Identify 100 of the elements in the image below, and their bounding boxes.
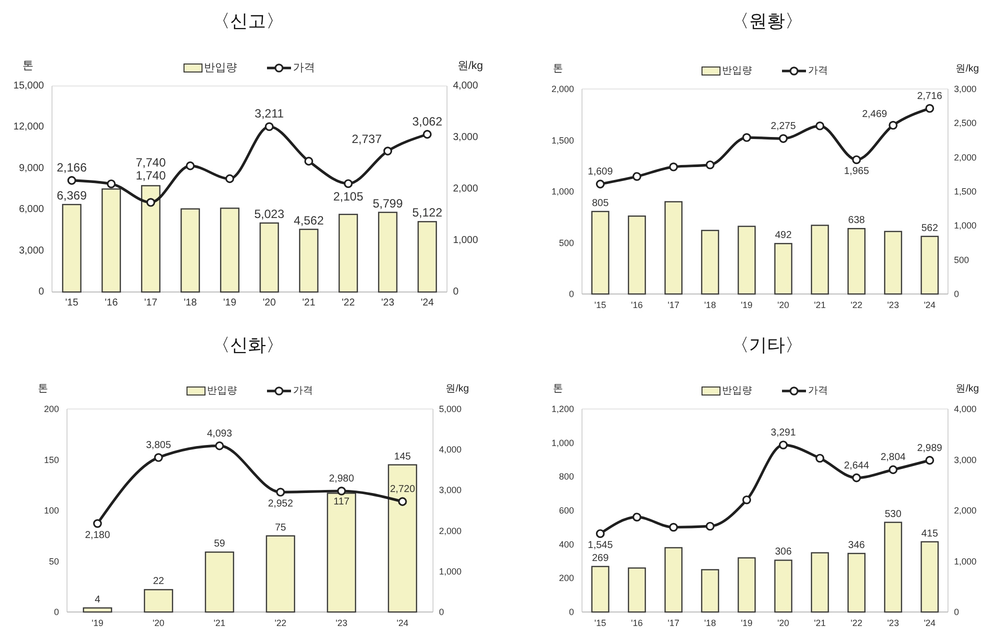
x-tick-label: '19	[740, 618, 753, 628]
data-label: 6,369	[56, 188, 88, 203]
x-tick-label: '17	[668, 300, 680, 310]
y2-tick-label: 3,000	[954, 84, 977, 94]
bar	[266, 535, 296, 613]
data-label: 638	[848, 215, 866, 226]
data-label: 4,562	[294, 213, 324, 228]
data-label: 145	[394, 451, 412, 462]
data-label: 2,720	[390, 484, 416, 496]
data-label: 1,545	[588, 540, 614, 552]
y2-tick-label: 3,000	[439, 485, 462, 496]
y-tick-label: 100	[44, 506, 59, 516]
y-tick-label: 0	[38, 286, 44, 298]
point	[742, 133, 752, 142]
y2-tick-label: 0	[954, 607, 960, 617]
point	[888, 120, 898, 130]
data-label: 22	[152, 576, 164, 588]
x-tick-label: '20	[777, 618, 790, 628]
y2-tick-label: 2,000	[453, 184, 478, 194]
y-tick-label: 800	[558, 472, 574, 482]
y2-tick-label: 4,000	[439, 444, 462, 455]
point	[186, 161, 195, 170]
y2-tick-label: 1,000	[954, 220, 977, 231]
y-tick-label: 1,000	[551, 438, 574, 448]
bar	[591, 210, 610, 295]
data-label: 3,805	[146, 440, 172, 452]
y-tick-label: 600	[558, 506, 574, 516]
x-tick-label: '15	[594, 618, 606, 628]
bar	[299, 228, 318, 293]
point	[669, 522, 678, 532]
point	[264, 122, 274, 132]
bar	[847, 228, 866, 295]
data-label: 562	[921, 222, 938, 234]
data-label: 805	[592, 198, 610, 209]
data-label: 1,609	[588, 166, 614, 178]
x-tick-label: '16	[104, 298, 118, 308]
y2-tick-label: 1,500	[954, 186, 977, 196]
point	[888, 465, 898, 474]
chart-title: 〈신고〉	[212, 11, 284, 31]
data-label: 75	[274, 522, 286, 534]
y-tick-label: 1,500	[551, 135, 574, 146]
y2-tick-label: 0	[954, 289, 960, 299]
data-label: 117	[334, 496, 350, 508]
data-label: 5,799	[372, 196, 404, 210]
chart-title: 〈기타〉	[731, 335, 803, 355]
y-tick-label: 9,000	[18, 162, 44, 174]
x-tick-label: '15	[65, 298, 79, 308]
data-label: 2,737	[352, 132, 382, 146]
x-tick-label: '22	[850, 300, 862, 310]
x-tick-label: '18	[704, 618, 716, 628]
x-tick-label: '19	[92, 618, 104, 628]
x-tick-label: '17	[668, 618, 680, 628]
bar	[180, 208, 200, 293]
x-tick-label: '21	[302, 298, 316, 308]
point	[816, 122, 824, 130]
legend-label: 가격	[808, 66, 828, 76]
y2-tick-label: 1,000	[453, 235, 478, 246]
x-tick-label: '24	[924, 300, 936, 310]
y2-tick-label: 0	[453, 286, 459, 298]
x-tick-label: '17	[144, 298, 158, 308]
point	[852, 155, 861, 164]
data-label: 3,211	[254, 106, 284, 121]
y-tick-label: 6,000	[18, 204, 44, 216]
bar	[920, 541, 939, 613]
y-tick-label: 15,000	[13, 80, 44, 92]
bar	[847, 552, 866, 613]
y-tick-label: 3,000	[18, 245, 44, 256]
legend-label: 반입량	[722, 66, 752, 76]
point	[304, 156, 314, 166]
bar	[810, 552, 829, 613]
point	[925, 456, 934, 465]
y2-tick-label: 5,000	[439, 404, 462, 414]
data-label: 306	[774, 546, 792, 558]
bar	[144, 589, 174, 613]
chart-title: 〈신화〉	[212, 335, 284, 355]
x-tick-label: '23	[887, 618, 899, 628]
data-label: 3,291	[770, 427, 796, 438]
bar	[141, 185, 160, 293]
x-tick-label: '18	[704, 300, 716, 310]
y2-tick-label: 4,000	[453, 80, 478, 92]
y2-tick-label: 2,500	[954, 118, 977, 128]
y2-tick-label: 3,000	[453, 132, 478, 143]
y2-axis-title: 원/kg	[956, 64, 979, 74]
data-label: 3,062	[412, 114, 443, 128]
x-tick-label: '19	[223, 298, 237, 308]
y-tick-label: 0	[568, 289, 574, 299]
point	[93, 519, 102, 528]
x-tick-label: '23	[381, 298, 395, 308]
point	[816, 454, 824, 463]
bar	[388, 464, 418, 613]
data-label: 415	[921, 528, 938, 540]
data-label: 2,804	[880, 452, 906, 464]
data-label: 7,740	[136, 156, 166, 170]
data-label: 2,716	[917, 90, 943, 102]
x-tick-label: '16	[631, 618, 643, 628]
point	[422, 130, 432, 139]
point	[344, 179, 353, 188]
bar	[378, 212, 398, 293]
y-tick-label: 12,000	[13, 122, 44, 133]
point	[215, 441, 224, 450]
